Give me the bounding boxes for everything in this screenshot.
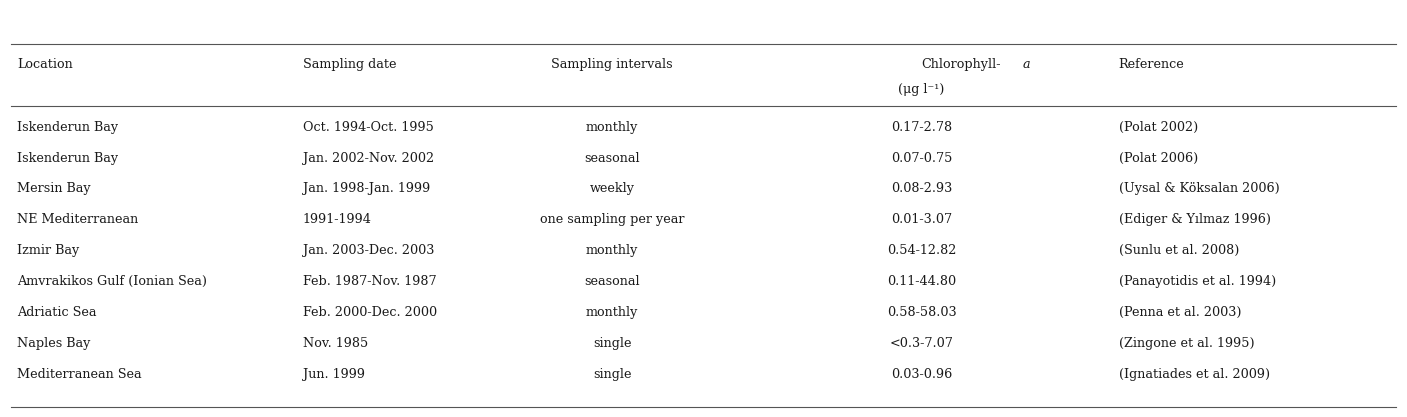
Text: (Zingone et al. 1995): (Zingone et al. 1995) — [1119, 337, 1254, 350]
Text: single: single — [592, 367, 632, 381]
Text: Iskenderun Bay: Iskenderun Bay — [17, 151, 118, 165]
Text: (μg l⁻¹): (μg l⁻¹) — [899, 83, 944, 96]
Text: (Ediger & Yılmaz 1996): (Ediger & Yılmaz 1996) — [1119, 213, 1271, 226]
Text: monthly: monthly — [585, 244, 639, 257]
Text: seasonal: seasonal — [584, 275, 640, 288]
Text: Oct. 1994-Oct. 1995: Oct. 1994-Oct. 1995 — [303, 121, 433, 134]
Text: Feb. 1987-Nov. 1987: Feb. 1987-Nov. 1987 — [303, 275, 436, 288]
Text: Jan. 1998-Jan. 1999: Jan. 1998-Jan. 1999 — [303, 182, 429, 196]
Text: Reference: Reference — [1119, 58, 1185, 71]
Text: Mediterranean Sea: Mediterranean Sea — [17, 367, 142, 381]
Text: monthly: monthly — [585, 306, 639, 319]
Text: Sampling date: Sampling date — [303, 58, 395, 71]
Text: (Polat 2006): (Polat 2006) — [1119, 151, 1197, 165]
Text: Amvrakikos Gulf (Ionian Sea): Amvrakikos Gulf (Ionian Sea) — [17, 275, 207, 288]
Text: Jan. 2002-Nov. 2002: Jan. 2002-Nov. 2002 — [303, 151, 433, 165]
Text: <0.3-7.07: <0.3-7.07 — [889, 337, 954, 350]
Text: 0.07-0.75: 0.07-0.75 — [891, 151, 953, 165]
Text: (Penna et al. 2003): (Penna et al. 2003) — [1119, 306, 1241, 319]
Text: (Panayotidis et al. 1994): (Panayotidis et al. 1994) — [1119, 275, 1276, 288]
Text: a: a — [1023, 58, 1030, 71]
Text: 0.08-2.93: 0.08-2.93 — [891, 182, 953, 196]
Text: (Ignatiades et al. 2009): (Ignatiades et al. 2009) — [1119, 367, 1269, 381]
Text: Mersin Bay: Mersin Bay — [17, 182, 90, 196]
Text: Naples Bay: Naples Bay — [17, 337, 90, 350]
Text: 0.01-3.07: 0.01-3.07 — [891, 213, 953, 226]
Text: Nov. 1985: Nov. 1985 — [303, 337, 367, 350]
Text: 0.17-2.78: 0.17-2.78 — [891, 121, 953, 134]
Text: Iskenderun Bay: Iskenderun Bay — [17, 121, 118, 134]
Text: monthly: monthly — [585, 121, 639, 134]
Text: (Sunlu et al. 2008): (Sunlu et al. 2008) — [1119, 244, 1240, 257]
Text: Adriatic Sea: Adriatic Sea — [17, 306, 97, 319]
Text: Jun. 1999: Jun. 1999 — [303, 367, 364, 381]
Text: seasonal: seasonal — [584, 151, 640, 165]
Text: 0.54-12.82: 0.54-12.82 — [886, 244, 957, 257]
Text: 0.03-0.96: 0.03-0.96 — [891, 367, 953, 381]
Text: (Uysal & Köksalan 2006): (Uysal & Köksalan 2006) — [1119, 182, 1279, 196]
Text: NE Mediterranean: NE Mediterranean — [17, 213, 138, 226]
Text: Location: Location — [17, 58, 73, 71]
Text: Izmir Bay: Izmir Bay — [17, 244, 79, 257]
Text: (Polat 2002): (Polat 2002) — [1119, 121, 1197, 134]
Text: weekly: weekly — [590, 182, 635, 196]
Text: 0.11-44.80: 0.11-44.80 — [886, 275, 957, 288]
Text: 0.58-58.03: 0.58-58.03 — [886, 306, 957, 319]
Text: 1991-1994: 1991-1994 — [303, 213, 371, 226]
Text: one sampling per year: one sampling per year — [540, 213, 684, 226]
Text: Sampling intervals: Sampling intervals — [552, 58, 673, 71]
Text: Chlorophyll-: Chlorophyll- — [922, 58, 1002, 71]
Text: Jan. 2003-Dec. 2003: Jan. 2003-Dec. 2003 — [303, 244, 433, 257]
Text: Feb. 2000-Dec. 2000: Feb. 2000-Dec. 2000 — [303, 306, 436, 319]
Text: single: single — [592, 337, 632, 350]
